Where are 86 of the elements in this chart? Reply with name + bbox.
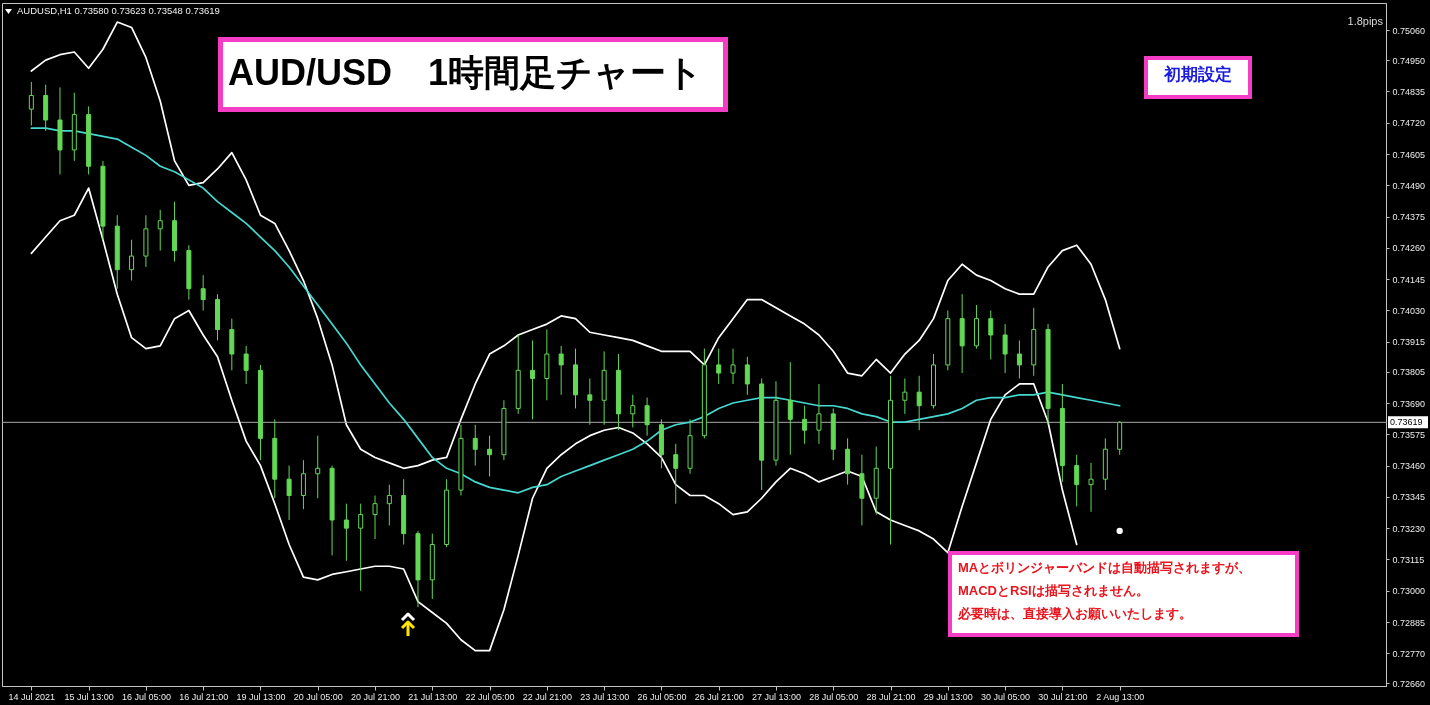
candlestick bbox=[530, 339, 536, 420]
annotation: MAとボリンジャーバンドは自動描写されますが、 bbox=[958, 560, 1252, 576]
candlestick bbox=[816, 383, 822, 445]
x-tick-label: 21 Jul 13:00 bbox=[408, 691, 458, 702]
candlestick bbox=[716, 348, 722, 385]
x-tick-label: 28 Jul 21:00 bbox=[866, 691, 916, 702]
candlestick bbox=[988, 309, 994, 360]
x-tick-label: 23 Jul 13:00 bbox=[580, 691, 630, 702]
x-tick-label: 15 Jul 13:00 bbox=[64, 691, 114, 702]
note-box: MAとボリンジャーバンドは自動描写されますが、 MACDとRSIは描写されません。 必要時は、直接導入お願いいたします。 bbox=[948, 551, 1299, 637]
candlestick bbox=[200, 274, 206, 311]
candlestick bbox=[129, 239, 135, 282]
candlestick bbox=[916, 375, 922, 431]
line-series bbox=[30, 21, 1121, 470]
line-series bbox=[30, 127, 1121, 494]
y-tick-label: 0.74720 bbox=[1392, 118, 1426, 129]
y-tick-label: 0.74490 bbox=[1392, 180, 1426, 191]
y-tick-label: 0.72885 bbox=[1392, 617, 1426, 628]
y-tick-label: 0.73805 bbox=[1392, 367, 1426, 378]
candlestick bbox=[157, 209, 163, 252]
x-tick-label: 20 Jul 05:00 bbox=[293, 691, 343, 702]
ref-line-label: 0.73619 bbox=[1390, 417, 1423, 428]
candlestick bbox=[902, 378, 908, 415]
text: 1.8pips bbox=[1347, 15, 1383, 28]
candlestick bbox=[286, 465, 292, 521]
y-tick-label: 0.75060 bbox=[1392, 25, 1426, 36]
y-tick-label: 0.72660 bbox=[1392, 678, 1426, 689]
y-tick-label: 0.73915 bbox=[1392, 337, 1426, 348]
x-tick-label: 28 Jul 05:00 bbox=[809, 691, 859, 702]
candlestick bbox=[1002, 323, 1008, 374]
candlestick bbox=[487, 435, 493, 477]
x-tick-label: 16 Jul 21:00 bbox=[179, 691, 229, 702]
candlestick bbox=[644, 397, 650, 437]
candlestick bbox=[587, 378, 593, 426]
y-tick-label: 0.74950 bbox=[1392, 55, 1426, 66]
y-tick-label: 0.74260 bbox=[1392, 243, 1426, 254]
y-tick-label: 0.74605 bbox=[1392, 149, 1426, 160]
y-tick-label: 0.73345 bbox=[1392, 492, 1426, 503]
candlestick bbox=[243, 345, 249, 385]
x-tick-label: 30 Jul 05:00 bbox=[981, 691, 1031, 702]
x-tick-label: 29 Jul 13:00 bbox=[923, 691, 973, 702]
annotation: 必要時は、直接導入お願いいたします。 bbox=[958, 606, 1192, 622]
candlestick bbox=[372, 495, 378, 540]
y-tick-label: 0.74145 bbox=[1392, 274, 1426, 285]
candlestick bbox=[787, 361, 793, 456]
annotation: AUDUSD,H1 0.73580 0.73623 0.73548 0.73619 bbox=[17, 5, 220, 17]
x-tick-label: 19 Jul 13:00 bbox=[236, 691, 286, 702]
candlestick bbox=[343, 503, 349, 562]
x-tick-label: 26 Jul 05:00 bbox=[637, 691, 687, 702]
annotation: MACDとRSIは描写されません。 bbox=[958, 583, 1149, 599]
y-tick-label: 0.72770 bbox=[1392, 648, 1426, 659]
label-box: 初期設定 bbox=[1144, 56, 1252, 99]
y-tick-label: 0.74030 bbox=[1392, 305, 1426, 316]
x-tick-label: 27 Jul 13:00 bbox=[751, 691, 802, 702]
candlestick bbox=[1088, 462, 1094, 513]
candlestick bbox=[358, 503, 364, 592]
candlestick bbox=[1074, 454, 1080, 507]
x-tick-label: 22 Jul 05:00 bbox=[465, 691, 515, 702]
candlestick bbox=[1016, 339, 1022, 380]
y-tick-label: 0.74835 bbox=[1392, 86, 1426, 97]
candlestick bbox=[28, 81, 34, 126]
x-tick-label: 30 Jul 21:00 bbox=[1038, 691, 1088, 702]
y-tick-label: 0.73115 bbox=[1392, 554, 1425, 565]
y-tick-label: 0.73230 bbox=[1392, 523, 1426, 534]
y-tick-label: 0.73460 bbox=[1392, 461, 1426, 472]
x-tick-label: 2 Aug 13:00 bbox=[1096, 691, 1145, 702]
x-tick-label: 26 Jul 21:00 bbox=[694, 691, 744, 702]
title-box: AUD/USD 1時間足チャート bbox=[218, 37, 728, 112]
candlestick bbox=[300, 459, 306, 510]
candlestick bbox=[315, 435, 321, 499]
candlestick bbox=[472, 424, 478, 467]
candlestick bbox=[744, 356, 750, 396]
candlestick bbox=[673, 443, 679, 505]
candlestick bbox=[386, 484, 392, 526]
candlestick bbox=[630, 394, 636, 428]
x-tick-label: 20 Jul 21:00 bbox=[351, 691, 401, 702]
candlestick bbox=[802, 405, 808, 445]
x-tick-label: 14 Jul 2021 bbox=[8, 691, 56, 702]
y-tick-label: 0.74375 bbox=[1392, 212, 1426, 223]
y-tick-label: 0.73000 bbox=[1392, 586, 1426, 597]
candlestick bbox=[730, 348, 736, 385]
x-tick-label: 22 Jul 21:00 bbox=[522, 691, 572, 702]
x-tick-label: 16 Jul 05:00 bbox=[121, 691, 171, 702]
y-tick-label: 0.73690 bbox=[1392, 398, 1426, 409]
y-tick-label: 0.73575 bbox=[1392, 429, 1426, 440]
candlestick bbox=[558, 345, 564, 396]
